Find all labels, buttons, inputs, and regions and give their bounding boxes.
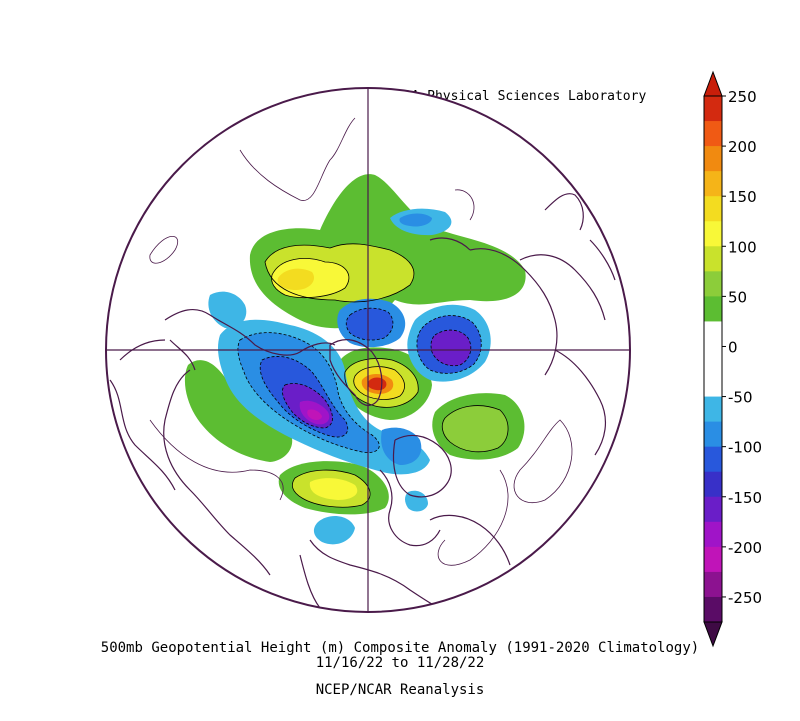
colorbar-swatch [704,296,722,322]
colorbar-tick-label: 50 [728,288,747,306]
colorbar-swatch [704,96,722,122]
colorbar-swatch [704,421,722,448]
colorbar: 250 200 150 100 50 0 -50 -100 -150 -200 -250 [703,70,762,648]
colorbar-tick-label: -200 [728,539,762,557]
colorbar-tick-label: 150 [728,188,757,206]
colorbar-swatch [704,471,722,498]
colorbar-top-arrow [703,70,723,97]
colorbar-swatch [704,371,722,398]
caption-line-1: 500mb Geopotential Height (m) Composite … [100,640,700,656]
colorbar-swatch [704,171,722,197]
colorbar-swatch [704,596,722,623]
caption-line-2: 11/16/22 to 11/28/22 [315,655,485,671]
colorbar-swatch [704,571,722,598]
colorbar-tick-label: 100 [728,238,757,256]
negative-anomaly-fields [208,208,491,545]
colorbar-tick-label: 250 [728,88,757,106]
colorbar-swatch [704,396,722,423]
colorbar-tick-label: -150 [728,489,762,507]
colorbar-swatch [704,346,722,373]
negative-contour-lines [237,307,482,453]
grid-lines [106,88,630,612]
polar-map [106,88,630,612]
colorbar-tick-label: -50 [728,389,753,407]
colorbar-swatch [704,321,722,347]
contour-lines [264,243,509,508]
colorbar-tick-label: 0 [728,338,738,356]
colorbar-swatch [704,496,722,523]
colorbar-bottom-arrow [703,621,723,648]
credit-label: NOAA Physical Sciences Laboratory [388,89,646,104]
colorbar-swatch [704,271,722,297]
colorbar-tick-label: -250 [728,589,762,607]
colorbar-swatch [704,221,722,247]
colorbar-swatch [704,521,722,548]
colorbar-swatch [704,246,722,272]
colorbar-swatch [704,196,722,222]
colorbar-tick-label: 200 [728,138,757,156]
caption-line-3: NCEP/NCAR Reanalysis [315,682,485,698]
colorbar-swatch [704,146,722,172]
colorbar-tick-label: -100 [728,439,762,457]
colorbar-swatch [704,546,722,573]
zero-contours [149,117,573,566]
colorbar-swatch [704,121,722,147]
globe-border [105,87,631,613]
colorbar-swatch [704,446,722,473]
